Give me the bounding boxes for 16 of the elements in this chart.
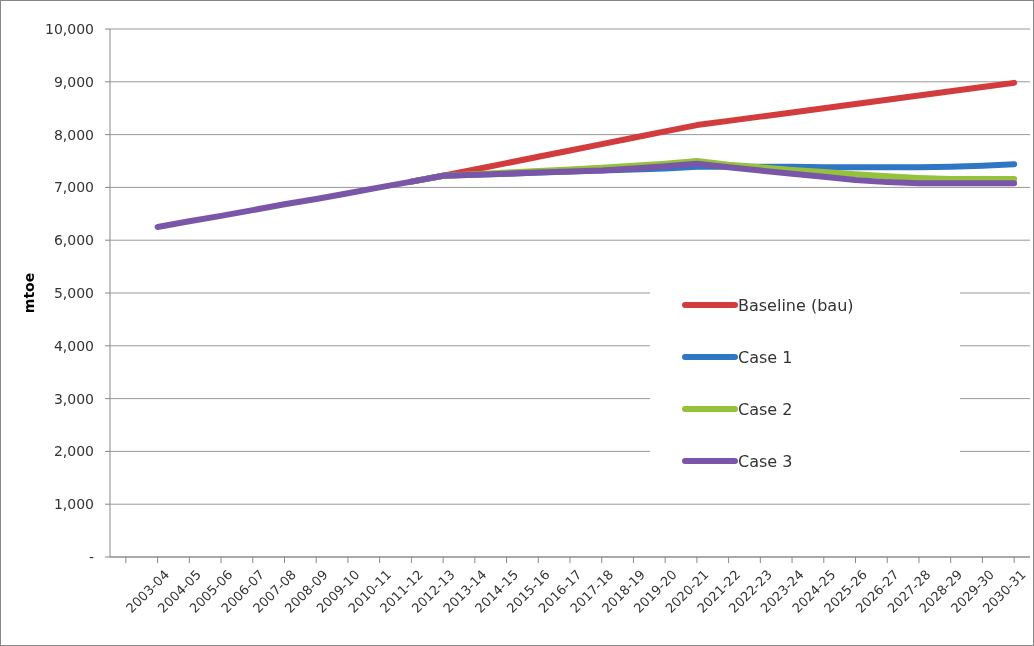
y-axis-title: mtoe bbox=[21, 272, 37, 314]
y-tick-label: 3,000 bbox=[53, 390, 94, 407]
y-tick-label: 4,000 bbox=[53, 337, 94, 354]
legend-label: Case 2 bbox=[738, 399, 793, 419]
y-tick-label: 6,000 bbox=[53, 232, 94, 249]
legend-label: Case 1 bbox=[738, 347, 793, 367]
y-tick-label: 9,000 bbox=[53, 73, 94, 90]
y-tick-label: 2,000 bbox=[53, 443, 94, 460]
legend-label: Baseline (bau) bbox=[738, 295, 854, 315]
y-tick-label: 5,000 bbox=[53, 284, 94, 301]
y-tick-label: - bbox=[88, 548, 94, 565]
legend-label: Case 3 bbox=[738, 451, 793, 471]
y-tick-label: 10,000 bbox=[45, 20, 94, 37]
y-tick-label: 8,000 bbox=[53, 126, 94, 143]
y-tick-label: 7,000 bbox=[53, 179, 94, 196]
y-tick-label: 1,000 bbox=[53, 496, 94, 513]
